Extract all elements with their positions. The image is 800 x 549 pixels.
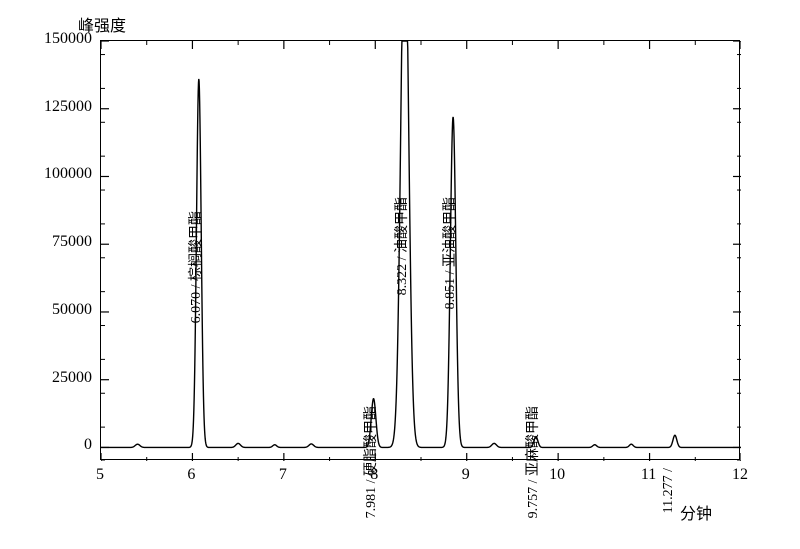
chromatogram-chart: 峰强度 0250005000075000100000125000150000 5… (0, 0, 800, 549)
peak-label: 8.851 / 亚油酸甲酯 (439, 197, 459, 309)
plot-area: 6.070 / 棕榈酸甲酯7.981 / 硬脂酸甲酯8.322 / 油酸甲酯8.… (100, 40, 740, 460)
y-tick-label: 0 (28, 436, 92, 454)
peak-label: 6.070 / 棕榈酸甲酯 (185, 211, 205, 323)
y-tick-label: 100000 (28, 165, 92, 183)
x-tick-label: 5 (96, 466, 104, 484)
x-tick-label: 10 (549, 466, 565, 484)
y-tick-label: 75000 (28, 233, 92, 251)
x-tick-label: 6 (187, 466, 195, 484)
y-tick-label: 25000 (28, 369, 92, 387)
peak-label: 8.322 / 油酸甲酯 (391, 197, 411, 295)
peak-label: 7.981 / 硬脂酸甲酯 (360, 406, 380, 518)
x-tick-label: 9 (462, 466, 470, 484)
x-axis-title: 分钟 (680, 500, 712, 524)
y-tick-label: 50000 (28, 301, 92, 319)
x-tick-label: 12 (732, 466, 748, 484)
y-tick-label: 150000 (28, 30, 92, 48)
y-tick-label: 125000 (28, 98, 92, 116)
peak-label: 11.277 / (661, 468, 677, 513)
x-tick-label: 11 (641, 466, 656, 484)
peak-label: 9.757 / 亚麻酸甲酯 (522, 406, 542, 518)
x-tick-label: 7 (279, 466, 287, 484)
